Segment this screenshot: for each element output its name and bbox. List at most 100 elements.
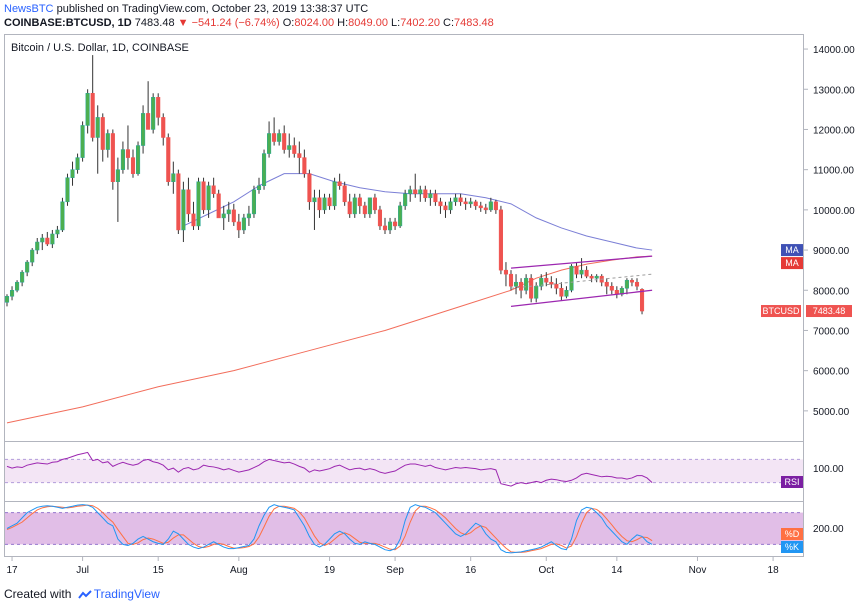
candle-body	[231, 209, 236, 223]
candle-body	[236, 221, 241, 231]
candle-body	[241, 217, 246, 231]
stoch-k-tag-bg	[781, 541, 803, 553]
candle-body	[261, 153, 267, 186]
candle-body	[342, 185, 347, 203]
candle-body	[609, 285, 614, 291]
candle-body	[30, 249, 35, 263]
stoch-k-tag: %K	[785, 542, 799, 552]
candle-body	[387, 221, 393, 231]
ohlc-line: COINBASE:BTCUSD, 1D 7483.48 ▼ −541.24 (−…	[4, 17, 494, 29]
candle-body	[216, 193, 221, 219]
rsi-tag: RSI	[784, 477, 799, 487]
footer-credit: Created with TradingView	[4, 587, 160, 601]
candle-body	[85, 93, 90, 126]
candle-body	[206, 185, 211, 211]
x-tick-label: 16	[465, 565, 477, 576]
candle-body	[55, 229, 60, 235]
candle-body	[302, 157, 307, 174]
candle-body	[584, 269, 589, 277]
candle-body	[423, 189, 428, 199]
stoch-pane[interactable]	[4, 501, 804, 557]
candle-body	[438, 201, 443, 207]
y-tick-label: 7000.00	[813, 326, 850, 337]
candle-body	[529, 277, 534, 299]
candle-body	[634, 281, 640, 287]
stoch-tick-label: 200.00	[813, 524, 844, 535]
low-value: 7402.20	[400, 17, 440, 29]
candle-body	[453, 197, 458, 203]
tradingview-logo-icon	[77, 590, 92, 599]
candle-body	[4, 296, 10, 303]
stoch-d-line	[6, 504, 653, 553]
candle-body	[443, 205, 448, 211]
x-tick-label: 14	[611, 565, 623, 576]
candle-body	[75, 157, 80, 170]
candle-body	[488, 201, 493, 211]
candle-body	[15, 281, 20, 291]
candle-body	[226, 209, 231, 215]
candle-body	[282, 133, 287, 150]
tradingview-brand[interactable]: TradingView	[93, 587, 160, 601]
last-price: 7483.48	[134, 17, 175, 29]
btcusd-tag: BTCUSD	[762, 306, 800, 316]
candle-body	[367, 197, 372, 215]
candle-body	[352, 197, 357, 215]
close-value: 7483.48	[454, 17, 494, 29]
candle-body	[221, 213, 226, 219]
candle-body	[559, 288, 564, 297]
candle-body	[413, 189, 418, 195]
ma200-tag-bg	[781, 257, 803, 270]
y-tick-label: 6000.00	[813, 367, 850, 378]
candle-body	[35, 241, 40, 251]
candle-body	[337, 181, 342, 186]
candle-body	[287, 145, 292, 150]
candle-body	[398, 205, 403, 227]
candle-body	[478, 205, 483, 209]
candle-body	[372, 197, 377, 211]
candle-body	[95, 117, 100, 138]
candle-body	[166, 137, 171, 182]
candle-body	[171, 173, 176, 182]
candle-body	[181, 189, 186, 231]
last-price-tag: 7483.48	[813, 306, 846, 316]
candle-body	[292, 145, 297, 154]
x-tick-label: 17	[6, 565, 18, 576]
candle-body	[191, 213, 196, 227]
rsi-tag-bg	[781, 476, 803, 488]
candle-body	[564, 290, 569, 297]
candle-body	[513, 281, 519, 287]
candle-body	[312, 197, 317, 203]
publisher-name[interactable]: NewsBTC	[4, 3, 54, 15]
candle-body	[110, 133, 115, 182]
symbol-label: COINBASE:BTCUSD, 1D	[4, 17, 132, 29]
candle-body	[403, 193, 408, 207]
candle-body	[483, 207, 488, 211]
candle-body	[176, 173, 181, 231]
candle-body	[377, 209, 383, 227]
candle-body	[579, 269, 584, 275]
open-label: O:	[282, 17, 295, 29]
candle-body	[141, 113, 146, 146]
candle-body	[604, 281, 609, 287]
btcusd-tag-bg	[761, 305, 801, 318]
rsi-line	[6, 451, 653, 487]
candle-body	[50, 233, 55, 245]
candle-body	[317, 197, 322, 211]
rsi-tick-label: 100.00	[813, 464, 844, 475]
candle-body	[251, 189, 257, 215]
created-with-text: Created with	[4, 587, 72, 601]
y-tick-label: 5000.00	[813, 407, 850, 418]
x-tick-label: Oct	[538, 565, 554, 576]
x-tick-label: 19	[324, 565, 336, 576]
change-value: −541.24 (−6.74%)	[191, 17, 280, 29]
candle-body	[156, 97, 161, 118]
y-tick-label: 13000.00	[813, 85, 855, 96]
candle-body	[201, 181, 206, 211]
candle-body	[100, 117, 105, 150]
candle-body	[347, 201, 352, 215]
candle-body	[125, 149, 131, 158]
candle-body	[151, 97, 156, 130]
candle-body	[534, 285, 539, 299]
candle-body	[549, 281, 554, 285]
